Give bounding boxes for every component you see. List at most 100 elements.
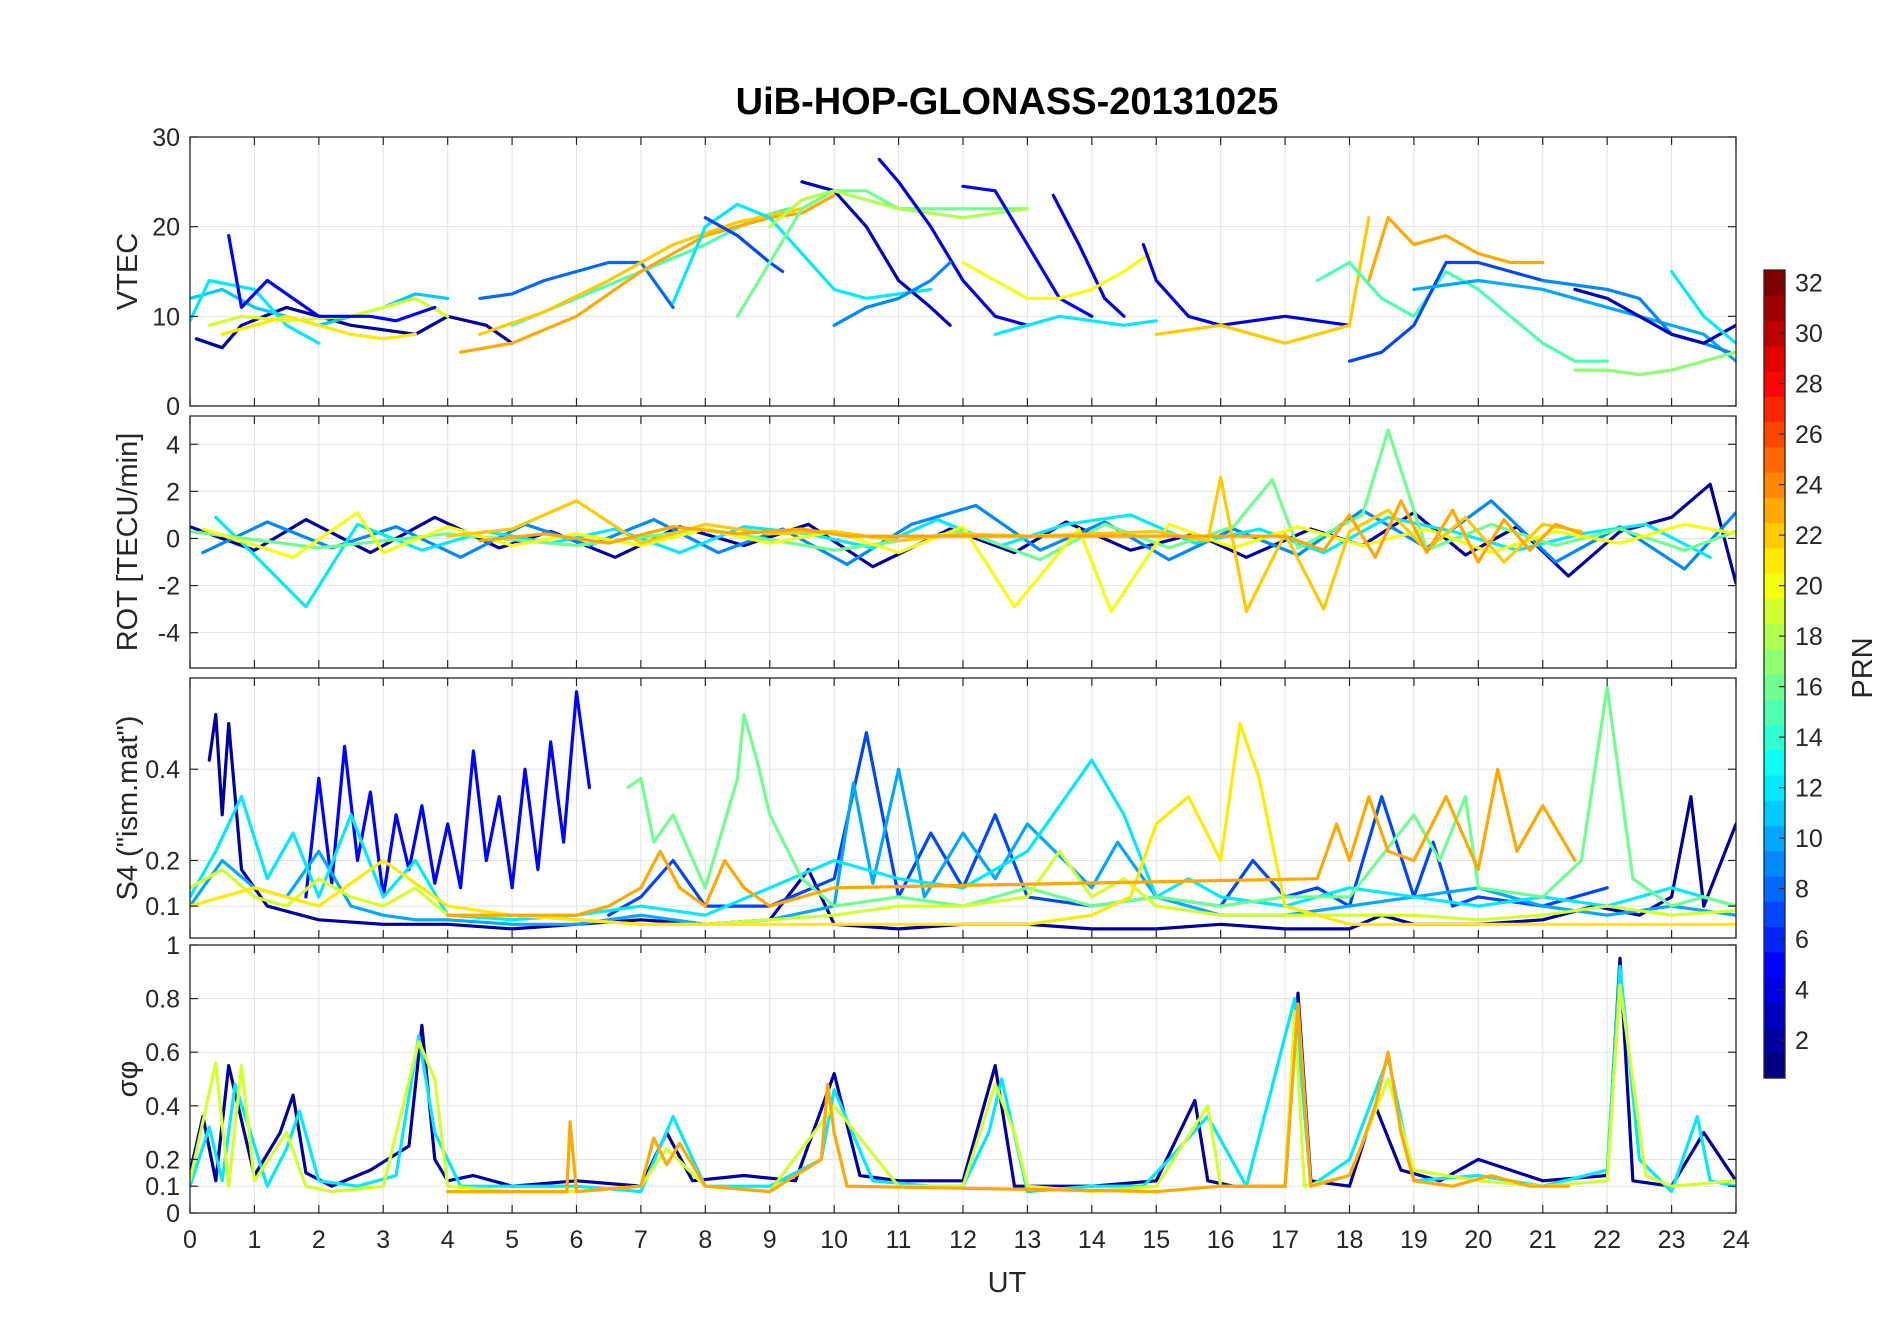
colorbar-tick-label: 12 [1795,775,1823,803]
panel-sigma-ytick-label: 0.8 [145,986,180,1014]
colorbar-swatch [1764,1027,1785,1054]
series-vtec-prn20-19 [961,252,1152,300]
series-vtec-prn5-17 [961,184,1094,318]
colorbar-swatch [1764,371,1785,397]
panel-sigma-ytick-label: 0.6 [145,1039,180,1067]
colorbar-tick-label: 16 [1795,674,1823,702]
panel-vtec-ytick-label: 0 [166,393,180,421]
x-tick-label: 18 [1336,1226,1364,1254]
x-tick-label: 5 [505,1226,519,1254]
panel-s4-ylabel: S4 ("ism.mat") [112,716,144,901]
colorbar-tick-label: 10 [1795,825,1823,853]
series-vtec-prn4-18 [1051,193,1126,318]
panel-sigma-ytick-label: 0.2 [145,1146,180,1174]
colorbar-tick-label: 8 [1795,876,1809,904]
colorbar-swatch [1764,850,1785,877]
panel-s4-series [190,685,1736,931]
x-tick-label: 13 [1014,1226,1042,1254]
colorbar-swatch [1764,598,1785,625]
panel-s4-ytick-label: 0.1 [145,893,180,921]
colorbar-swatch [1764,825,1785,852]
x-tick-labels: 0 1 2 3 4 5 6 7 8 9 10 11 12 13 14 15 16 17 18 19 20 21 22 23 24 [183,1226,1750,1254]
colorbar-swatch [1764,876,1785,902]
colorbar-tick-label: 6 [1795,926,1809,954]
panel-sigma-ytick-label: 0 [166,1200,180,1228]
series-rot-prn9-1 [201,499,1736,571]
colorbar-swatch [1764,1052,1785,1079]
panel-vtec: 0 10 20 30 VTEC [112,124,1737,421]
series-sigma-prn19-2 [190,983,1736,1194]
series-vtec-prn15-24 [1315,260,1609,363]
panel-s4: 0.1 0.2 0.4S4 ("ism.mat") [112,677,1737,939]
series-vtec-prn2-0 [194,305,514,350]
series-vtec-prn10-26 [1412,278,1736,363]
series-rot-prn23-6 [478,499,1583,564]
series-vtec-prn4-15 [877,157,1029,327]
x-tick-label: 9 [763,1226,777,1254]
panel-rot-series [190,428,1736,614]
x-tick-label: 2 [312,1226,326,1254]
series-vtec-prn17-29 [1573,350,1736,377]
panel-vtec-ytick-label: 30 [152,124,180,152]
panel-rot-ytick-label: -2 [158,573,180,601]
x-tick-label: 10 [820,1226,848,1254]
panel-sigma-ytick-label: 0.4 [145,1093,180,1121]
colorbar-label: PRN [1847,637,1879,698]
series-vtec-prn23-23 [1367,216,1545,283]
series-vtec-prn7-25 [1347,260,1545,363]
colorbar-swatch [1764,951,1785,978]
series-vtec-prn12-10 [671,202,933,305]
x-tick-label: 19 [1400,1226,1428,1254]
series-vtec-prn16-13 [735,189,1029,318]
colorbar-swatch [1764,522,1785,549]
series-s4-prn21-7 [190,722,1736,926]
colorbar-swatch [1764,623,1785,650]
colorbar-swatch [1764,674,1785,700]
colorbar-swatch [1764,421,1785,448]
x-tick-label: 4 [441,1226,455,1254]
colorbar-swatch [1764,977,1785,1003]
colorbar-frame [1763,269,1786,1079]
colorbar-swatch [1764,648,1785,675]
colorbar-tick-label: 2 [1795,1027,1809,1055]
colorbar-swatch [1764,724,1785,751]
colorbar-tick-label: 22 [1795,522,1823,550]
x-tick-label: 11 [886,1226,912,1254]
series-vtec-prn4-21 [1141,243,1352,327]
panel-vtec-ytick-label: 20 [152,214,180,242]
x-tick-label: 6 [570,1226,584,1254]
x-tick-label: 0 [183,1226,197,1254]
colorbar-tick-label: 4 [1795,977,1809,1005]
panel-vtec-series [190,157,1736,377]
colorbar-tick-label: 32 [1795,270,1823,298]
x-tick-label: 1 [247,1226,261,1254]
x-tick-label: 24 [1722,1226,1750,1254]
panel-s4-ytick-label: 0.2 [145,847,180,875]
x-tick-label: 14 [1078,1226,1106,1254]
panel-rot-ytick-label: 2 [166,478,180,506]
panel-rot-ytick-label: 0 [166,525,180,553]
series-vtec-prn3-28 [1573,287,1736,345]
x-tick-label: 21 [1529,1226,1557,1254]
panel-rot-ytick-label: -4 [158,620,180,648]
colorbar-tick-label: 26 [1795,421,1823,449]
series-vtec-prn18-14 [768,189,1029,229]
panel-rot-ylabel: ROT [TECU/min] [112,433,144,652]
panel-rot: -4 -2 0 2 4 ROT [TECU/min] [112,415,1737,669]
colorbar-swatch [1764,800,1785,827]
x-tick-label: 16 [1207,1226,1235,1254]
series-vtec-prn12-30 [1670,269,1736,345]
series-sigma-prn23-3 [446,1002,1571,1194]
x-axis-label: UT [988,1267,1027,1299]
colorbar-swatch [1764,396,1785,423]
panel-rot-ytick-label: 4 [166,431,180,459]
colorbar-swatch [1764,901,1785,928]
colorbar-swatch [1764,497,1785,524]
colorbar-tick-label: 20 [1795,573,1823,601]
panel-sigma-ytick-label: 0.1 [145,1173,180,1201]
x-tick-label: 20 [1464,1226,1492,1254]
series-s4-prn10-3 [190,767,1736,926]
series-vtec-prn23-8 [459,193,836,354]
